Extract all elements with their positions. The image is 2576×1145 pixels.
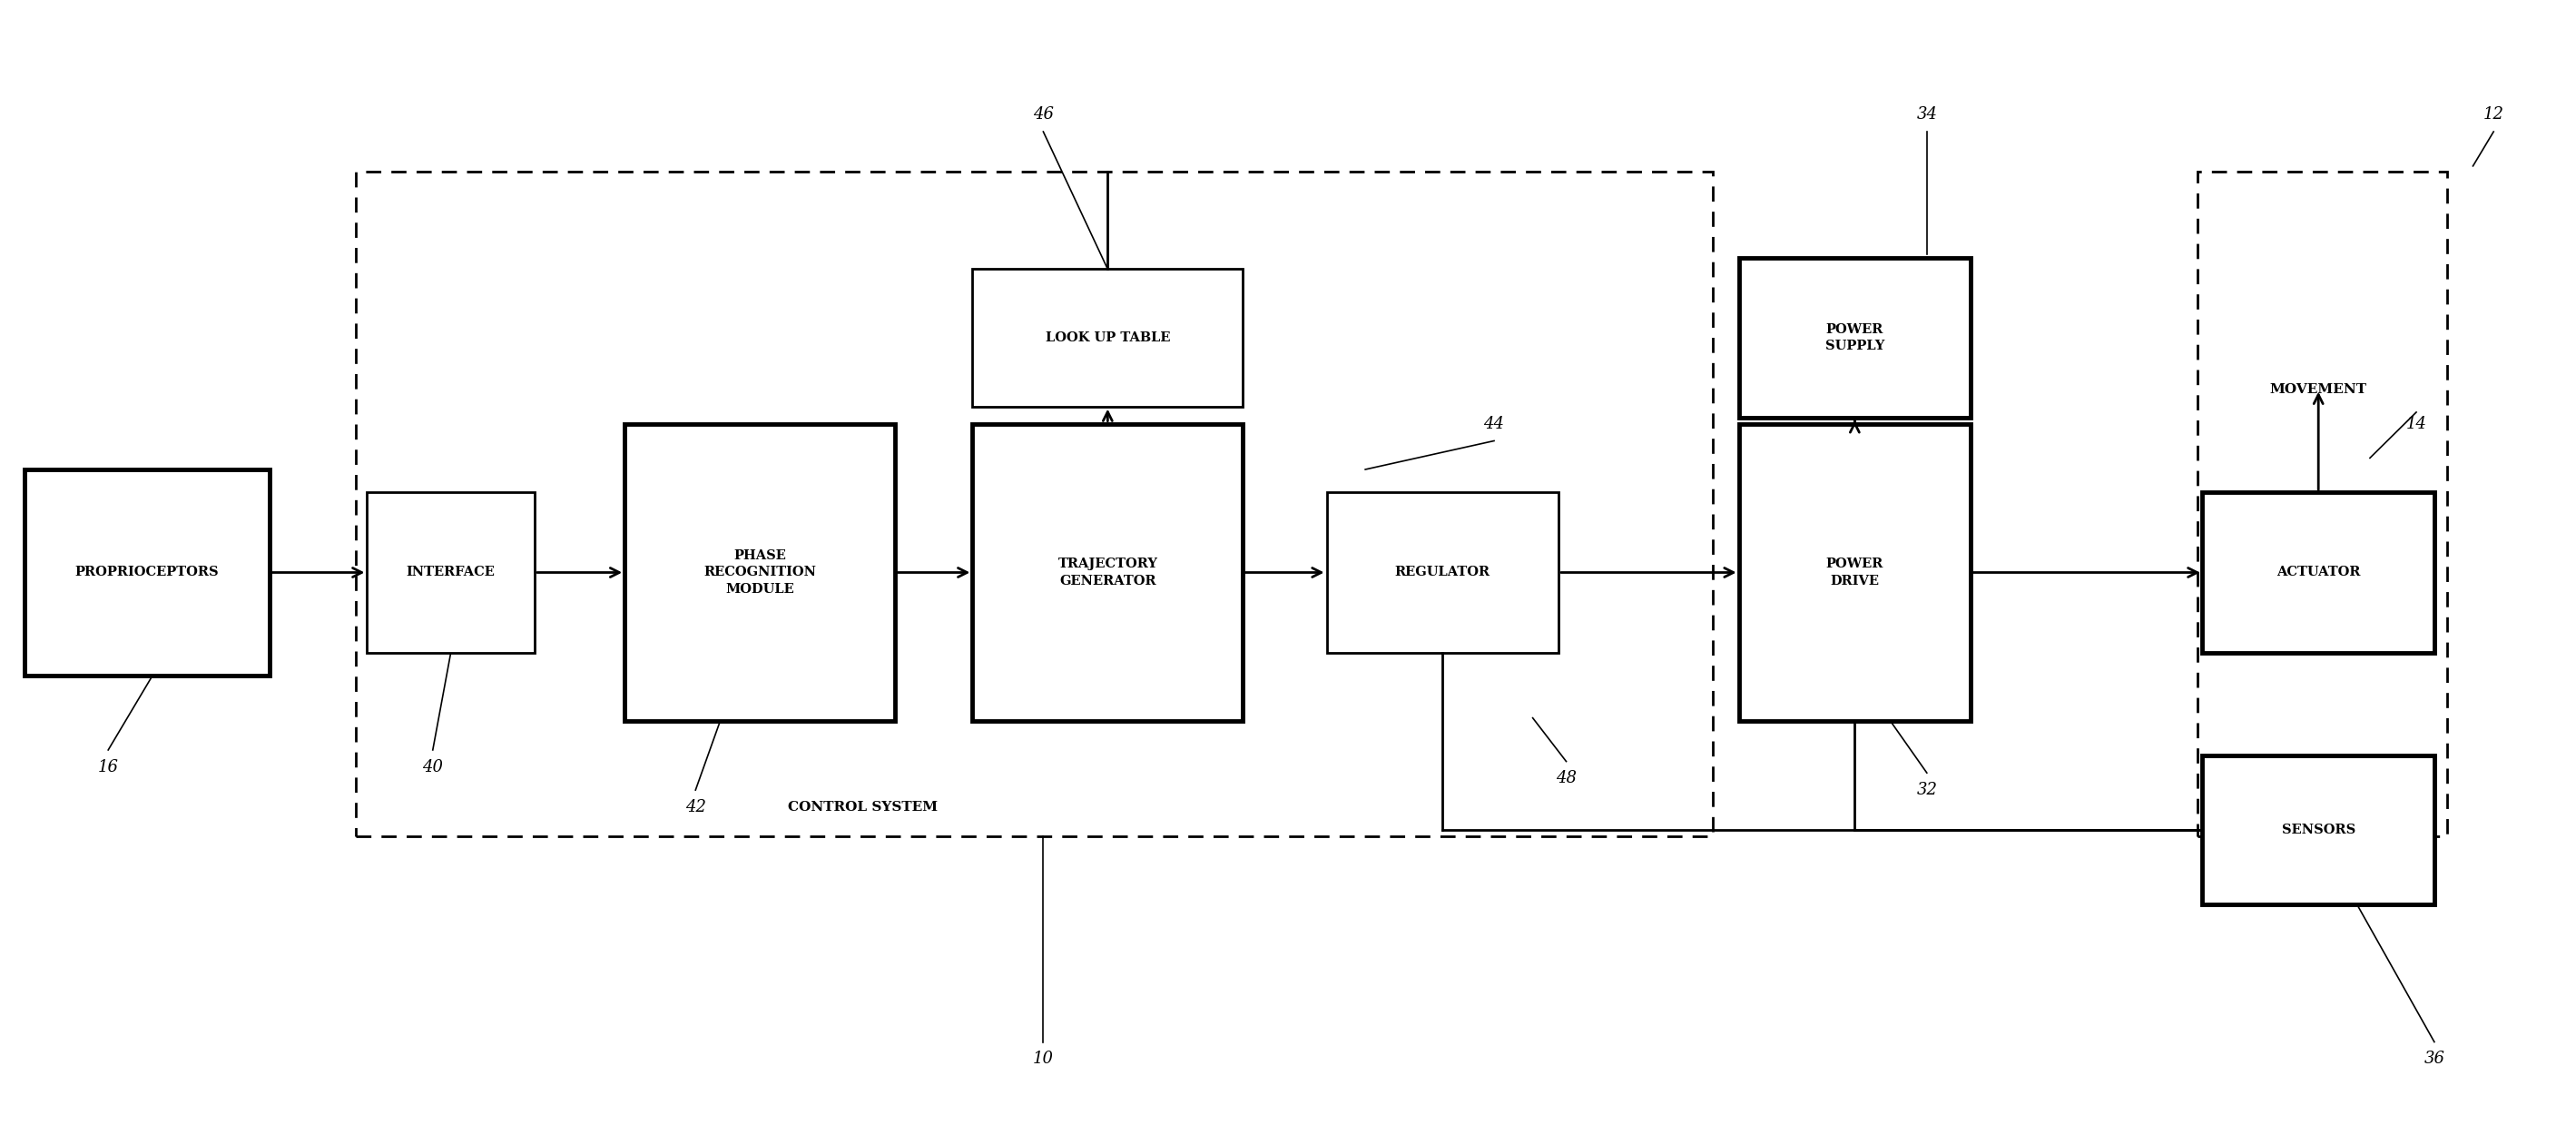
Bar bbox=[1739, 424, 1971, 721]
Bar bbox=[1327, 492, 1558, 653]
Text: 10: 10 bbox=[1033, 1051, 1054, 1067]
Bar bbox=[2202, 756, 2434, 905]
Bar bbox=[2197, 172, 2447, 836]
Text: 40: 40 bbox=[422, 759, 443, 775]
Text: 16: 16 bbox=[98, 759, 118, 775]
Bar bbox=[626, 424, 896, 721]
Text: POWER
DRIVE: POWER DRIVE bbox=[1826, 558, 1883, 587]
Bar bbox=[26, 469, 270, 676]
Text: 42: 42 bbox=[685, 799, 706, 815]
Text: PROPRIOCEPTORS: PROPRIOCEPTORS bbox=[75, 566, 219, 579]
Text: ACTUATOR: ACTUATOR bbox=[2277, 566, 2360, 579]
Bar bbox=[355, 172, 1713, 836]
Text: 44: 44 bbox=[1484, 416, 1504, 432]
Bar bbox=[974, 424, 1244, 721]
Text: 46: 46 bbox=[1033, 106, 1054, 123]
Text: REGULATOR: REGULATOR bbox=[1394, 566, 1492, 579]
Bar bbox=[974, 269, 1244, 406]
Text: 12: 12 bbox=[2483, 106, 2504, 123]
Bar bbox=[366, 492, 536, 653]
Text: 48: 48 bbox=[1556, 771, 1577, 787]
Text: PHASE
RECOGNITION
MODULE: PHASE RECOGNITION MODULE bbox=[703, 550, 817, 595]
Bar bbox=[2202, 492, 2434, 653]
Bar bbox=[1739, 258, 1971, 418]
Text: TRAJECTORY
GENERATOR: TRAJECTORY GENERATOR bbox=[1059, 558, 1157, 587]
Text: 32: 32 bbox=[1917, 782, 1937, 798]
Text: 14: 14 bbox=[2406, 416, 2427, 432]
Text: MOVEMENT: MOVEMENT bbox=[2269, 382, 2367, 396]
Text: INTERFACE: INTERFACE bbox=[407, 566, 495, 579]
Text: POWER
SUPPLY: POWER SUPPLY bbox=[1826, 323, 1883, 353]
Text: LOOK UP TABLE: LOOK UP TABLE bbox=[1046, 331, 1170, 345]
Text: SENSORS: SENSORS bbox=[2282, 823, 2354, 837]
Text: 34: 34 bbox=[1917, 106, 1937, 123]
Text: CONTROL SYSTEM: CONTROL SYSTEM bbox=[788, 800, 938, 814]
Text: 36: 36 bbox=[2424, 1051, 2445, 1067]
